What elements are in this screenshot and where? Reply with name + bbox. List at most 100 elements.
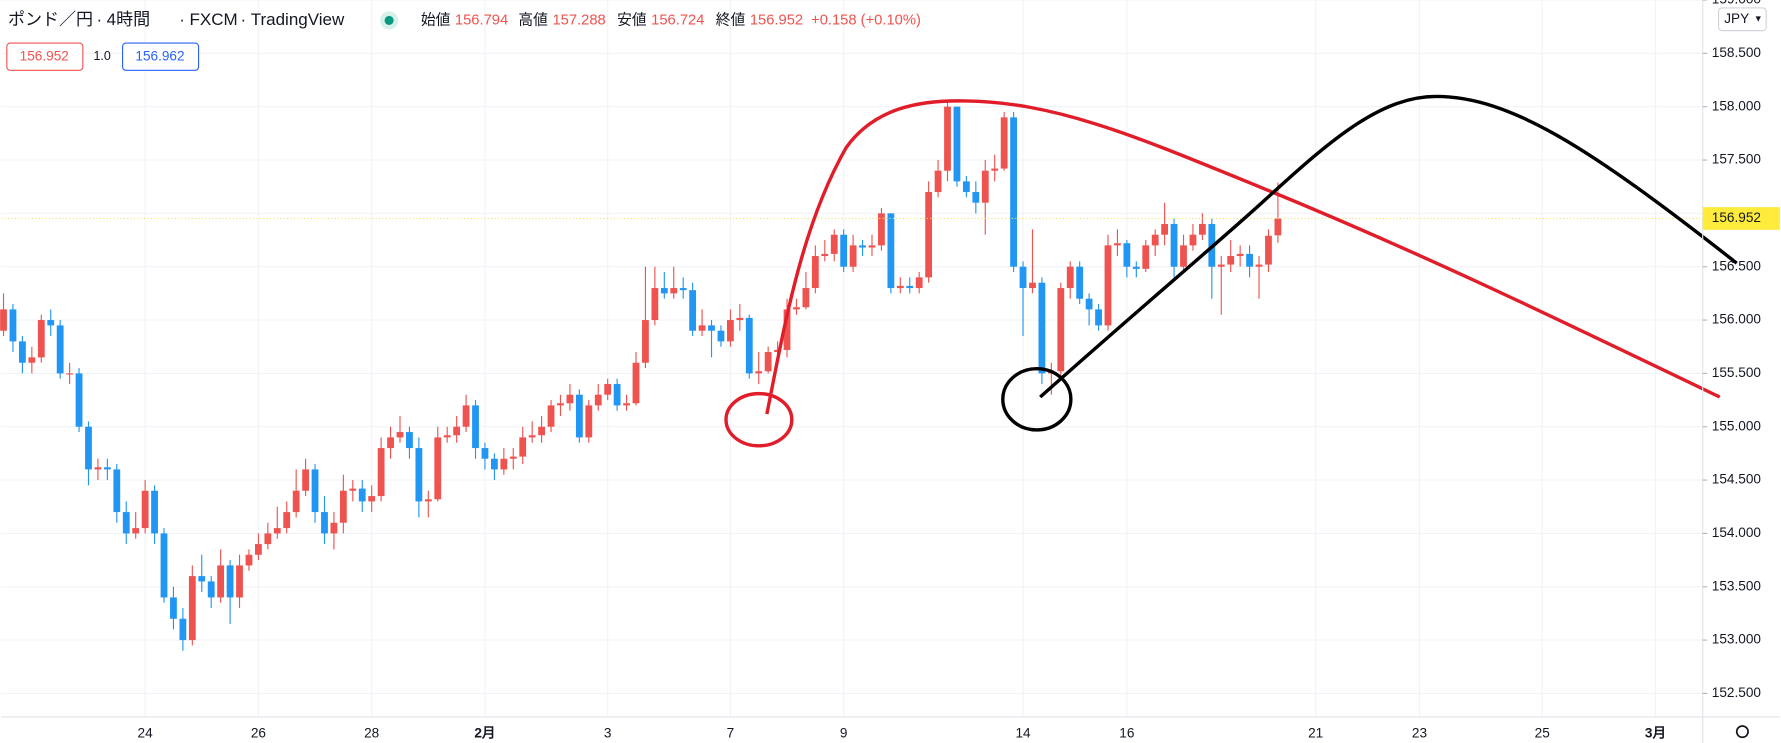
buy-button[interactable]: [121, 42, 200, 71]
buy-price[interactable]: 156.962: [135, 48, 184, 63]
candle-body: [387, 437, 394, 449]
candle-body: [953, 106, 961, 182]
settings-icon[interactable]: [1735, 725, 1749, 739]
y-tick-label: 155.500: [1712, 365, 1762, 380]
candle-body: [377, 448, 385, 497]
candle-body: [698, 325, 706, 331]
separator: ·: [179, 10, 185, 29]
x-tick-label: 14: [1015, 726, 1031, 741]
candle-body: [604, 384, 612, 395]
candle-body: [122, 512, 130, 534]
candle-body: [424, 499, 432, 502]
candle-body: [28, 357, 36, 363]
candle-body: [793, 307, 800, 310]
y-tick-label: 156.000: [1712, 312, 1762, 327]
candle-body: [1189, 234, 1197, 246]
sell-button[interactable]: [6, 42, 84, 71]
source: FXCM: [189, 10, 237, 29]
candle-body: [755, 371, 763, 374]
y-tick-label: 156.500: [1712, 258, 1762, 273]
candle-body: [113, 469, 121, 513]
sell-price[interactable]: 156.952: [20, 48, 69, 63]
candle-body: [566, 394, 574, 404]
candle-body: [311, 469, 319, 513]
candle-body: [660, 288, 668, 294]
candle-body: [878, 213, 885, 246]
candle-body: [651, 288, 659, 321]
candle-body: [840, 234, 848, 267]
candle-body: [538, 426, 546, 436]
candle-body: [821, 253, 829, 257]
x-tick-label: 9: [840, 726, 848, 741]
candle-body: [500, 458, 508, 470]
x-tick-label: 24: [138, 726, 154, 741]
x-tick-label: 7: [727, 726, 735, 741]
candle-body: [915, 277, 923, 289]
candle-body: [887, 213, 895, 289]
candle-body: [1123, 243, 1131, 267]
candle-body: [868, 245, 876, 248]
candle-body: [774, 349, 781, 353]
candle-body: [962, 181, 970, 193]
candle-body: [47, 320, 55, 326]
candle-body: [179, 618, 187, 641]
candle-body: [944, 106, 951, 171]
platform: TradingView: [251, 10, 345, 29]
axes: 152.500 153.000 153.500 154.000 154.500 155.0…: [138, 0, 1780, 741]
y-tick-label: 157.500: [1712, 152, 1762, 167]
candle-body: [509, 456, 517, 459]
grid: [1, 0, 1703, 717]
candle-body: [103, 467, 111, 470]
candle-body: [632, 362, 640, 404]
candle-body: [925, 192, 933, 278]
x-tick-label: 23: [1412, 726, 1427, 741]
candle-body: [981, 170, 989, 203]
ohlc-value: 156.724: [651, 12, 704, 28]
candle-body: [170, 597, 177, 619]
x-tick-label: 3: [604, 726, 612, 741]
candle-body: [1255, 264, 1263, 267]
candle-body: [66, 373, 74, 375]
candle-body: [1142, 245, 1150, 269]
candle-body: [1151, 234, 1159, 246]
candle-body: [670, 288, 678, 294]
candle-body: [339, 490, 347, 523]
candle-body: [906, 285, 914, 289]
candle-body: [283, 512, 291, 529]
candle-body: [726, 320, 734, 342]
candle-body: [94, 467, 102, 470]
currency[interactable]: JPY: [1724, 11, 1749, 26]
candle-body: [1217, 264, 1225, 267]
candle-body: [783, 309, 791, 350]
candle-body: [642, 320, 649, 363]
ohlc-value: 156.952: [750, 12, 803, 28]
candle-body: [415, 448, 423, 502]
candle-body: [528, 435, 536, 438]
candle-body: [764, 352, 772, 372]
candle-body: [1010, 117, 1017, 267]
candle-body: [330, 522, 338, 534]
y-tick-label: 154.000: [1712, 525, 1762, 540]
x-tick-label: 26: [251, 726, 266, 741]
candle-body: [1095, 309, 1102, 326]
candle-body: [1076, 266, 1084, 299]
drawn-curve: [1039, 94, 1738, 399]
candle-body: [972, 192, 980, 203]
y-tick-label: 155.000: [1712, 418, 1762, 433]
currency-button[interactable]: [1718, 7, 1767, 32]
candle-body: [717, 330, 725, 342]
candle-body: [594, 394, 602, 406]
candle-body: [1019, 266, 1027, 289]
dropdown-arrow[interactable]: ▼: [1754, 14, 1763, 24]
candle-body: [264, 533, 272, 545]
candle-body: [1265, 235, 1272, 265]
drawn-curve: [765, 99, 1721, 415]
candle-body: [472, 405, 479, 449]
candle-body: [56, 325, 64, 374]
candle-body: [1274, 218, 1282, 236]
ohlc-label: 高値: [518, 11, 548, 28]
candle-body: [462, 405, 470, 427]
drawn-circle: [1001, 366, 1073, 432]
